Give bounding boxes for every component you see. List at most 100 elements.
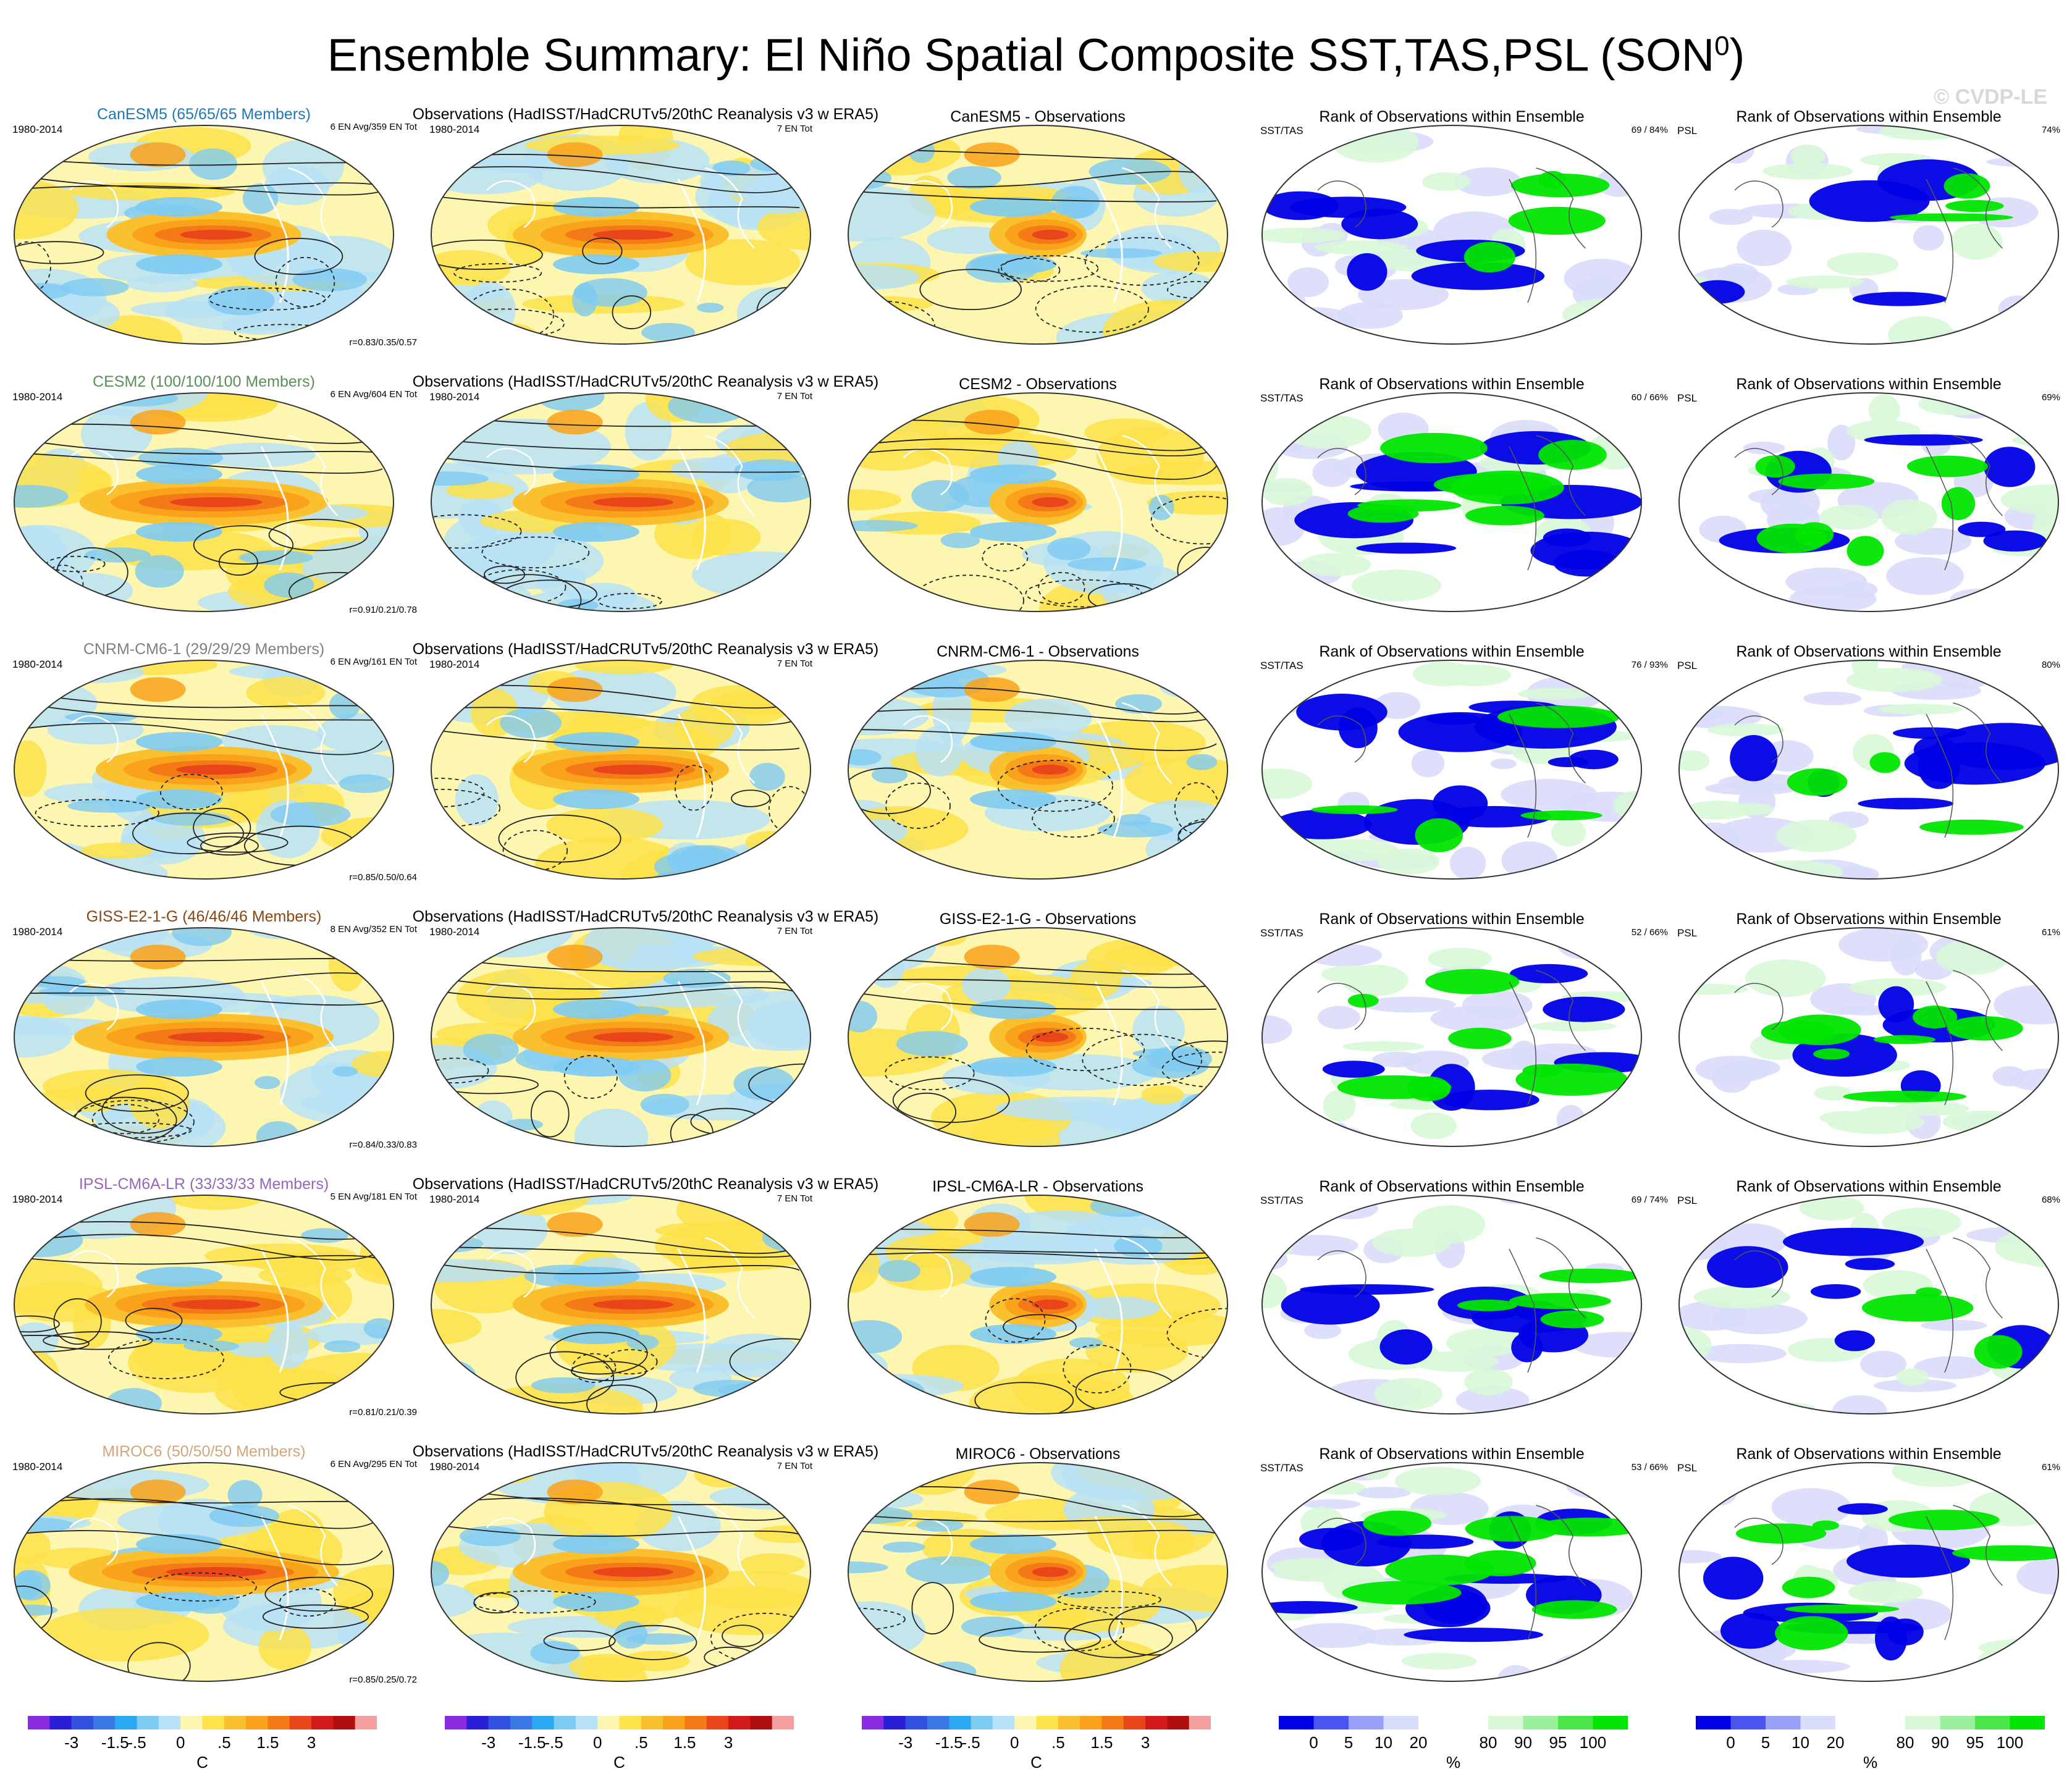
colorbar-swatch bbox=[684, 1716, 707, 1729]
rank-percent: 69 / 74% bbox=[1631, 1195, 1668, 1205]
colorbar-swatch bbox=[1349, 1716, 1384, 1729]
colorbar-swatch bbox=[927, 1716, 950, 1729]
period-label: 1980-2014 bbox=[429, 1461, 480, 1473]
colorbar-swatch bbox=[1905, 1716, 1940, 1729]
rank-variable-label: PSL bbox=[1677, 1462, 1698, 1474]
rank-percent: 61% bbox=[2041, 927, 2060, 938]
colorbar-swatch bbox=[93, 1716, 116, 1729]
period-label: 1980-2014 bbox=[429, 391, 480, 403]
period-label: 1980-2014 bbox=[12, 1193, 63, 1205]
correlation-label: r=0.85/0.50/0.64 bbox=[349, 872, 417, 883]
model-title: CanESM5 (65/65/65 Members) bbox=[97, 106, 311, 123]
colorbar-swatch bbox=[267, 1716, 290, 1729]
diff-title: CanESM5 - Observations bbox=[950, 108, 1126, 125]
colorbar-swatch bbox=[488, 1716, 511, 1729]
colorbar-swatch bbox=[1940, 1716, 1976, 1729]
rank-title-psl: Rank of Observations within Ensemble bbox=[1736, 108, 2002, 125]
colorbar-swatch bbox=[355, 1716, 377, 1729]
colorbar-swatch bbox=[1766, 1716, 1801, 1729]
colorbar-tick-label: 95 bbox=[1549, 1733, 1567, 1752]
colorbar-swatch bbox=[971, 1716, 993, 1729]
rank-title-psl: Rank of Observations within Ensemble bbox=[1736, 376, 2002, 393]
obs-count: 7 EN Tot bbox=[777, 658, 812, 669]
rank-variable-label: PSL bbox=[1677, 125, 1698, 137]
colorbar-tick-label: 0 bbox=[1726, 1733, 1735, 1752]
observation-composite-map bbox=[431, 1462, 811, 1682]
colorbar-units: % bbox=[1446, 1753, 1461, 1771]
colorbar-swatch bbox=[311, 1716, 334, 1729]
colorbar-tick-label: -.5 bbox=[127, 1733, 146, 1752]
period-label: 1980-2014 bbox=[429, 926, 480, 938]
colorbar-tick-label: -1.5 bbox=[101, 1733, 129, 1752]
ensemble-count: 6 EN Avg/604 EN Tot bbox=[330, 389, 417, 400]
colorbar-tick-label: 95 bbox=[1966, 1733, 1984, 1752]
colorbar-swatch bbox=[1313, 1716, 1349, 1729]
obs-title: Observations (HadISST/HadCRUTv5/20thC Re… bbox=[412, 1443, 879, 1460]
colorbar-swatch bbox=[1167, 1716, 1190, 1729]
period-label: 1980-2014 bbox=[12, 391, 63, 403]
sst-rank-map bbox=[1261, 125, 1642, 345]
psl-rank-map bbox=[1678, 392, 2059, 612]
colorbar-swatch bbox=[750, 1716, 773, 1729]
colorbar bbox=[445, 1716, 794, 1729]
rank-percent: 69 / 84% bbox=[1631, 125, 1668, 135]
colorbar-tick-label: 3 bbox=[1140, 1733, 1150, 1752]
colorbar-tick-label: 0 bbox=[1009, 1733, 1019, 1752]
rank-variable-label: PSL bbox=[1677, 660, 1698, 671]
diff-title: IPSL-CM6A-LR - Observations bbox=[932, 1178, 1143, 1195]
colorbar-swatch bbox=[1383, 1716, 1419, 1729]
difference-map bbox=[848, 927, 1228, 1147]
rank-variable-label: PSL bbox=[1677, 1195, 1698, 1206]
colorbar-swatch bbox=[246, 1716, 268, 1729]
obs-count: 7 EN Tot bbox=[777, 391, 812, 401]
rank-variable-label: SST/TAS bbox=[1260, 125, 1303, 137]
period-label: 1980-2014 bbox=[429, 658, 480, 670]
obs-count: 7 EN Tot bbox=[777, 124, 812, 134]
period-label: 1980-2014 bbox=[429, 124, 480, 135]
ensemble-count: 6 EN Avg/161 EN Tot bbox=[330, 657, 417, 667]
colorbar-swatch bbox=[1488, 1716, 1523, 1729]
model-title: IPSL-CM6A-LR (33/33/33 Members) bbox=[78, 1175, 329, 1193]
rank-percent: 60 / 66% bbox=[1631, 392, 1668, 403]
colorbar bbox=[1279, 1716, 1628, 1729]
colorbar-swatch bbox=[180, 1716, 203, 1729]
sst-rank-map bbox=[1261, 392, 1642, 612]
colorbar-units: % bbox=[1863, 1753, 1878, 1771]
colorbar-tick-label: .5 bbox=[1051, 1733, 1065, 1752]
rank-title-sst: Rank of Observations within Ensemble bbox=[1319, 376, 1585, 393]
colorbar-tick-label: 10 bbox=[1792, 1733, 1809, 1752]
model-title: MIROC6 (50/50/50 Members) bbox=[102, 1443, 306, 1460]
colorbar-tick-label: 1.5 bbox=[673, 1733, 696, 1752]
rank-percent: 76 / 93% bbox=[1631, 660, 1668, 670]
colorbar-tick-label: 20 bbox=[1409, 1733, 1428, 1752]
rank-percent: 74% bbox=[2041, 125, 2060, 135]
colorbar-tick-label: 1.5 bbox=[1090, 1733, 1113, 1752]
colorbar-tick-label: -3 bbox=[64, 1733, 79, 1752]
colorbar bbox=[28, 1716, 377, 1729]
colorbar bbox=[1696, 1716, 2045, 1729]
colorbar-swatch bbox=[1123, 1716, 1146, 1729]
rank-variable-label: SST/TAS bbox=[1260, 927, 1303, 939]
observation-composite-map bbox=[431, 1195, 811, 1414]
colorbar-swatch bbox=[158, 1716, 181, 1729]
colorbar-swatch bbox=[1058, 1716, 1080, 1729]
colorbar-tick-label: -.5 bbox=[961, 1733, 980, 1752]
rank-percent: 61% bbox=[2041, 1462, 2060, 1473]
colorbar-swatch bbox=[1800, 1716, 1836, 1729]
colorbar-tick-label: 0 bbox=[175, 1733, 185, 1752]
colorbar-swatch bbox=[554, 1716, 576, 1729]
obs-count: 7 EN Tot bbox=[777, 1193, 812, 1204]
obs-title: Observations (HadISST/HadCRUTv5/20thC Re… bbox=[412, 1175, 879, 1193]
correlation-label: r=0.83/0.35/0.57 bbox=[349, 337, 417, 348]
rank-percent: 68% bbox=[2041, 1195, 2060, 1205]
colorbar-tick-label: .5 bbox=[634, 1733, 648, 1752]
sst-rank-map bbox=[1261, 1462, 1642, 1682]
rank-title-sst: Rank of Observations within Ensemble bbox=[1319, 910, 1585, 928]
colorbar-swatch bbox=[1145, 1716, 1168, 1729]
colorbar-swatch bbox=[1558, 1716, 1593, 1729]
colorbar-swatch bbox=[1870, 1716, 1906, 1729]
period-label: 1980-2014 bbox=[429, 1193, 480, 1205]
period-label: 1980-2014 bbox=[12, 124, 63, 135]
colorbar-swatch bbox=[445, 1716, 467, 1729]
colorbar-tick-label: -1.5 bbox=[935, 1733, 963, 1752]
